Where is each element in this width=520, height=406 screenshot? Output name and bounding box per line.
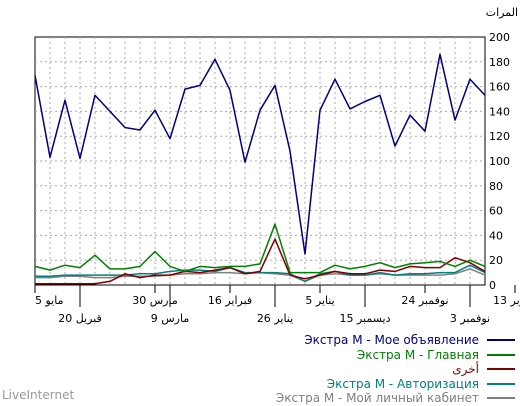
x-tick-label: 26 يناير <box>257 312 293 325</box>
legend-item: أخرى <box>230 362 515 377</box>
y-tick-label: 60 <box>489 205 503 218</box>
y-tick-label: 200 <box>489 31 510 44</box>
grid-lines <box>35 37 485 285</box>
y-tick-label: 80 <box>489 180 503 193</box>
y-tick-label: 160 <box>489 81 510 94</box>
series-line-2 <box>35 238 486 285</box>
x-tick-label: 20 قبريل <box>58 312 102 325</box>
legend-swatch <box>487 382 515 385</box>
legend-label: أخرى <box>452 362 479 377</box>
x-axis-ticks: 5 مايو 30 مارس 16 فبراير 5 يناير 24 نوفمبر 13… <box>34 285 520 325</box>
y-axis-label: المرات <box>486 6 518 19</box>
series-lines <box>34 53 486 285</box>
chart: المرات 0 20 40 60 80 100 120 140 160 180 200 5 ماي… <box>34 6 520 325</box>
legend-label: Экстра М - Авторизация <box>326 376 479 391</box>
x-tick-label: 5 مايو <box>35 294 64 307</box>
series-line-1 <box>34 223 486 274</box>
legend-item: Экстра М - Авторизация <box>230 377 515 392</box>
x-tick-label: 5 يناير <box>305 294 334 307</box>
x-tick-label: 3 نوفمبر <box>450 312 490 325</box>
y-tick-label: 140 <box>489 105 510 118</box>
brand-label: LiveInternet <box>2 388 75 402</box>
legend-item: Экстра М - Мой личный кабинет <box>230 391 515 406</box>
legend-swatch <box>487 339 515 342</box>
x-tick-label: 30 مارس <box>132 294 178 307</box>
x-tick-label: 9 مارس <box>151 312 190 325</box>
legend-label: Экстра М - Мой личный кабинет <box>275 391 479 406</box>
x-tick-label: 15 ديسمبر <box>339 312 390 325</box>
legend: Экстра М - Мое объявление Экстра М - Глав… <box>230 333 515 406</box>
y-axis-ticks: 0 20 40 60 80 100 120 140 160 180 200 <box>489 31 510 292</box>
legend-swatch <box>487 353 515 356</box>
y-tick-label: 120 <box>489 130 510 143</box>
y-tick-label: 180 <box>489 56 510 69</box>
y-tick-label: 100 <box>489 155 510 168</box>
legend-item: Экстра М - Мое объявление <box>230 333 515 348</box>
legend-label: Экстра М - Главная <box>356 347 479 362</box>
series-line-3 <box>35 264 486 283</box>
x-tick-label: 16 فبراير <box>208 294 252 307</box>
x-tick-label: 13 أكتوبر <box>493 293 520 307</box>
legend-label: Экстра М - Мое объявление <box>304 333 479 348</box>
y-tick-label: 20 <box>489 254 503 267</box>
y-tick-label: 40 <box>489 229 503 242</box>
legend-swatch <box>487 368 515 371</box>
legend-swatch <box>487 397 515 400</box>
series-line-0 <box>34 53 486 255</box>
x-tick-label: 24 نوفمبر <box>401 294 448 307</box>
y-tick-label: 0 <box>489 279 496 292</box>
legend-item: Экстра М - Главная <box>230 348 515 363</box>
